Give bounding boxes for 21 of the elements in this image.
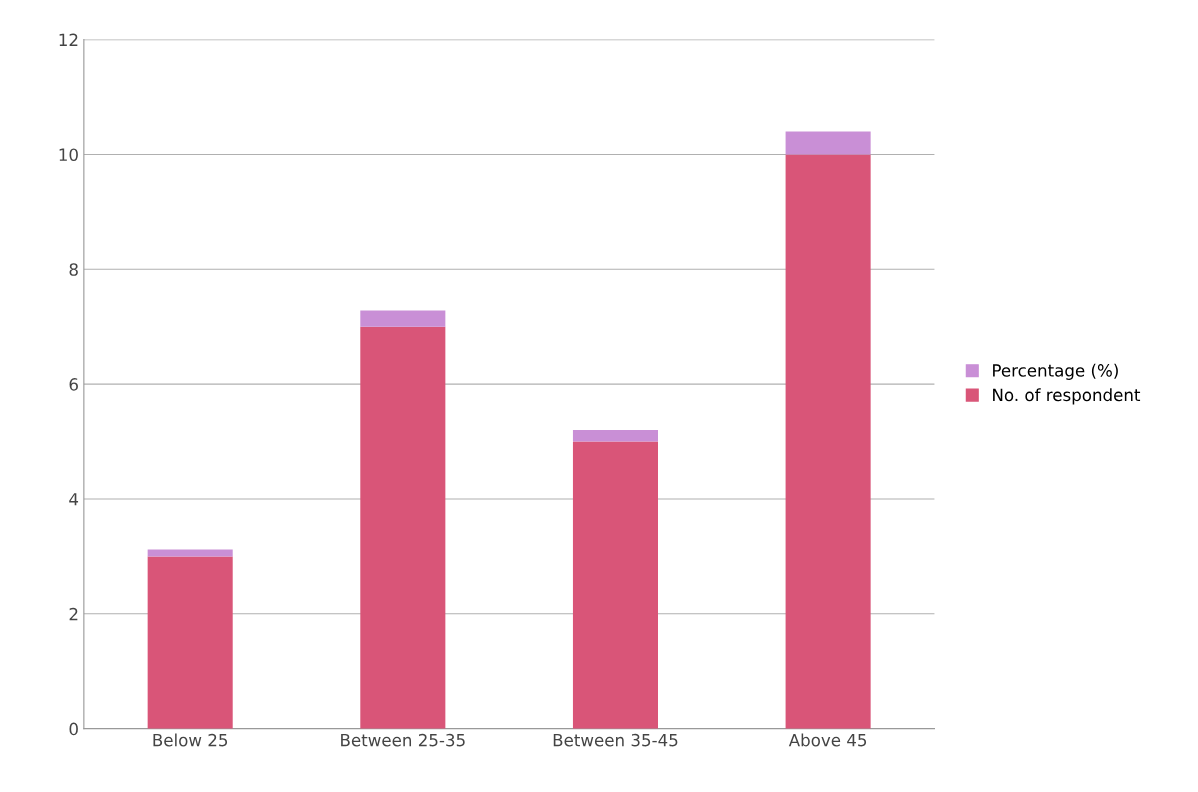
- legend-label: Percentage (%): [993, 363, 1118, 380]
- y-tick-label: 2: [69, 607, 78, 621]
- x-tick-label: Below 25: [153, 733, 228, 747]
- x-tick-label: Above 45: [788, 733, 867, 747]
- bar: [360, 326, 446, 729]
- x-tick-label: Between 35-45: [553, 733, 678, 747]
- bar: [572, 441, 658, 729]
- x-tick-label: Between 25-35: [341, 733, 465, 747]
- legend-label: No. of respondent: [993, 388, 1141, 405]
- bar: [785, 154, 871, 729]
- y-tick-label: 8: [69, 263, 78, 276]
- bar: [147, 549, 233, 557]
- y-tick-label: 10: [59, 148, 78, 162]
- bar: [572, 430, 658, 442]
- y-tick-label: 12: [59, 33, 78, 46]
- y-tick-label: 4: [69, 493, 79, 506]
- y-tick-label: 0: [69, 722, 78, 736]
- bar: [785, 131, 871, 155]
- bar: [147, 556, 233, 729]
- y-tick-label: 6: [69, 378, 78, 391]
- bar: [360, 310, 446, 327]
